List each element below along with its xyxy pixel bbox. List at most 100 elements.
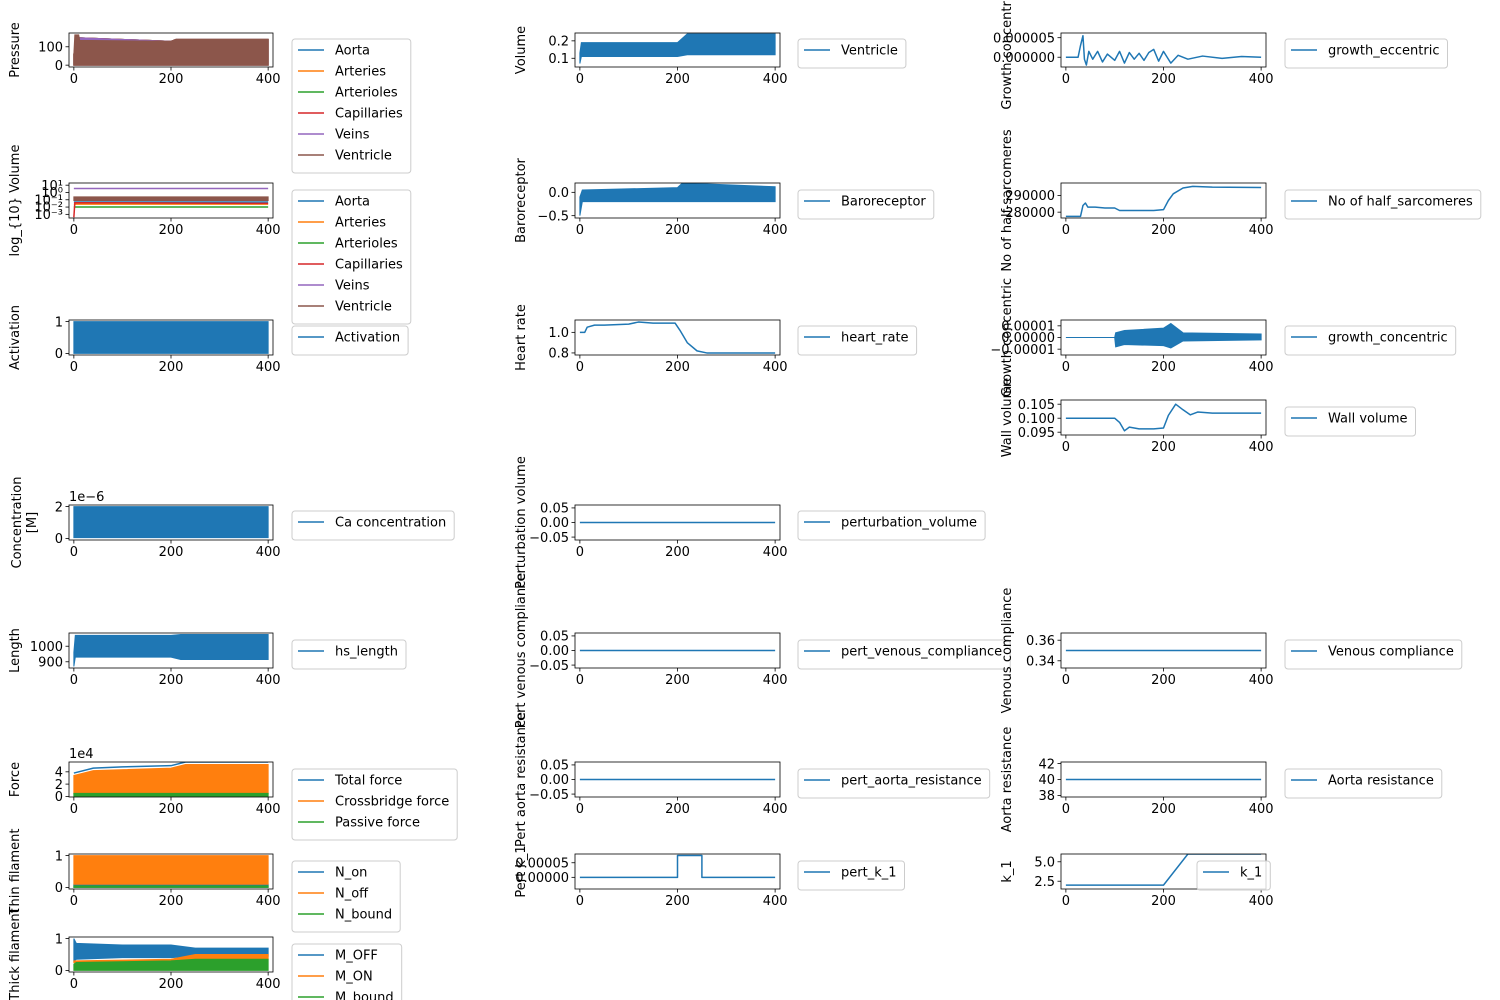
- series-log-volume-5: [73, 196, 269, 201]
- legend-label: pert_aorta_resistance: [841, 774, 982, 789]
- series-force-0: [73, 762, 269, 774]
- legend-box: [797, 860, 905, 891]
- x-tick-label: 400: [256, 977, 281, 992]
- series-pert-k1-0: [579, 854, 776, 879]
- legend-label: growth_concentric: [1328, 331, 1448, 346]
- x-tick-label: 400: [763, 223, 788, 238]
- legend-label: Veins: [335, 128, 370, 143]
- legend-pert-k1: pert_k_1: [797, 860, 905, 891]
- legend-label: Ca concentration: [335, 516, 446, 531]
- y-tick-label: 0.00: [540, 516, 569, 531]
- x-tick-label: 400: [256, 360, 281, 375]
- x-tick-label: 0: [70, 72, 78, 87]
- series-baroreceptor-0: [579, 183, 776, 216]
- legend-label: Arteries: [335, 216, 386, 231]
- legend-growth-eccentric: growth_eccentric: [1284, 38, 1448, 69]
- legend-box: [797, 510, 986, 541]
- series-force-1: [73, 763, 269, 795]
- y-axis-label: Aorta resistance: [1000, 727, 1015, 833]
- y-tick-label: 1: [55, 849, 63, 864]
- legend-length: hs_length: [291, 639, 407, 670]
- y-tick-label: 2.5: [1034, 875, 1055, 890]
- legend-label: Arterioles: [335, 86, 398, 101]
- panel-baroreceptor: 0 200 400 −0.5 0.0 Baroreceptor Baroreceptor: [514, 157, 935, 243]
- x-tick-label: 200: [1151, 894, 1176, 909]
- legend-label: k_1: [1240, 866, 1262, 881]
- series-heart-rate-0: [579, 321, 776, 354]
- plot-area: [73, 34, 269, 66]
- plot-area: [73, 506, 269, 539]
- x-tick-label: 200: [665, 802, 690, 817]
- x-tick-label: 400: [256, 673, 281, 688]
- x-tick-label: 200: [1151, 440, 1176, 455]
- y-tick-label: 0: [55, 532, 63, 547]
- x-tick-label: 200: [159, 545, 184, 560]
- legend-label: Passive force: [335, 816, 420, 831]
- x-tick-label: 0: [70, 673, 78, 688]
- x-tick-label: 200: [159, 673, 184, 688]
- x-tick-label: 0: [576, 894, 584, 909]
- x-tick-label: 400: [256, 802, 281, 817]
- x-tick-label: 400: [763, 72, 788, 87]
- x-tick-label: 400: [763, 545, 788, 560]
- y-tick-label: 290000: [1005, 189, 1055, 204]
- x-tick-label: 0: [576, 223, 584, 238]
- plot-area: [1065, 403, 1262, 432]
- x-tick-label: 200: [665, 545, 690, 560]
- y-axis-label: Pert k_1: [514, 845, 529, 897]
- y-tick-label: 0.05: [540, 502, 569, 517]
- x-tick-label: 200: [665, 360, 690, 375]
- legend-thin-filament: N_on N_off N_bound: [291, 860, 401, 933]
- series-thick-filament-2: [73, 958, 269, 971]
- legend-box: [797, 189, 935, 220]
- x-tick-label: 200: [159, 977, 184, 992]
- legend-aorta-resistance: Aorta resistance: [1284, 768, 1443, 799]
- legend-box: [291, 639, 407, 670]
- x-tick-label: 400: [1249, 802, 1274, 817]
- x-tick-label: 400: [763, 673, 788, 688]
- x-tick-label: 200: [665, 223, 690, 238]
- legend-label: Capillaries: [335, 258, 403, 273]
- panel-heart-rate: 0 200 400 0.8 1.0 Heart rate heart_rate: [514, 304, 918, 375]
- y-tick-label: 10⁻¹: [34, 193, 63, 208]
- y-tick-label: 1: [55, 932, 63, 947]
- legend-label: Aorta: [335, 44, 370, 59]
- x-tick-label: 0: [1062, 360, 1070, 375]
- legend-label: perturbation_volume: [841, 516, 977, 531]
- series-growth-eccentric-0: [1065, 34, 1262, 66]
- legend-label: No of half_sarcomeres: [1328, 195, 1473, 210]
- y-tick-label: 0.000005: [993, 31, 1055, 46]
- y-tick-label: 0.36: [1026, 634, 1055, 649]
- y-tick-label: 0.105: [1018, 398, 1055, 413]
- y-axis-label: Pert venous compliance: [514, 573, 529, 729]
- y-tick-label: 1000: [30, 640, 63, 655]
- x-tick-label: 400: [256, 894, 281, 909]
- panel-volume: 0 200 400 0.1 0.2 Volume Ventricle: [514, 26, 907, 87]
- x-tick-label: 400: [763, 360, 788, 375]
- y-tick-label: 0.000000: [993, 51, 1055, 66]
- legend-box: [1284, 406, 1416, 437]
- y-tick-label: 0.0: [548, 186, 569, 201]
- legend-box: [291, 325, 409, 356]
- legend-label: Aorta: [335, 195, 370, 210]
- x-tick-label: 200: [1151, 72, 1176, 87]
- y-axis-label: Baroreceptor: [514, 157, 529, 242]
- legend-box: [797, 768, 991, 799]
- legend-k1: k_1: [1196, 860, 1271, 891]
- panel-pert-venous-compliance: 0 200 400 −0.050.000.05 Pert venous complian…: [514, 573, 1011, 729]
- y-axis-label: Activation: [8, 305, 23, 370]
- series-thin-filament-1: [73, 855, 269, 885]
- legend-label: Ventricle: [335, 149, 392, 164]
- x-tick-label: 400: [763, 802, 788, 817]
- x-tick-label: 200: [665, 72, 690, 87]
- plot-area: [73, 938, 269, 971]
- legend-box: [797, 639, 1011, 670]
- x-tick-label: 0: [1062, 673, 1070, 688]
- x-tick-label: 200: [159, 894, 184, 909]
- y-axis-label: Venous compliance: [1000, 588, 1015, 714]
- x-tick-label: 0: [70, 802, 78, 817]
- legend-label: N_off: [335, 887, 369, 902]
- y-tick-label: 0.00005: [515, 856, 569, 871]
